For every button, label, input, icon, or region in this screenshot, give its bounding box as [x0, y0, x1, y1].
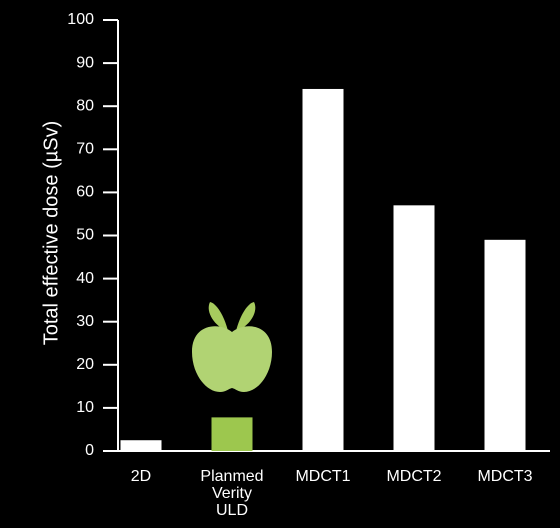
bar	[211, 417, 253, 451]
x-tick-label: 2D	[131, 468, 151, 485]
y-tick-label: 70	[76, 141, 94, 158]
x-tick-label: MDCT1	[295, 468, 350, 485]
y-tick-label: 100	[67, 11, 94, 28]
y-tick-label: 20	[76, 356, 94, 373]
y-tick-label: 90	[76, 54, 94, 71]
x-tick-label: Planmed Verity ULD	[200, 468, 263, 519]
bar	[393, 205, 435, 451]
bar	[484, 239, 526, 451]
y-tick-label: 10	[76, 399, 94, 416]
y-axis-title: Total effective dose (µSv)	[40, 121, 62, 346]
apple-icon	[192, 302, 272, 392]
apple-leaf-right	[236, 302, 256, 331]
chart-axes	[103, 19, 550, 452]
x-tick-label: MDCT2	[386, 468, 441, 485]
apple-body	[192, 326, 272, 392]
y-tick-label: 80	[76, 97, 94, 114]
x-tick-label: MDCT3	[477, 468, 532, 485]
y-tick-label: 50	[76, 227, 94, 244]
x-tick-labels: 2D Planmed Verity ULD MDCT1 MDCT2 MDCT3	[131, 468, 533, 519]
bars-group	[120, 88, 526, 452]
y-tick-label: 0	[85, 442, 94, 459]
y-tick-label: 30	[76, 313, 94, 330]
y-tick-labels: 0 10 20 30 40 50 60 70 80 90 100	[67, 11, 94, 459]
bar	[120, 440, 162, 451]
y-tick-label: 60	[76, 184, 94, 201]
bar	[302, 88, 344, 452]
apple-leaf-left	[208, 302, 228, 331]
y-tick-label: 40	[76, 270, 94, 287]
